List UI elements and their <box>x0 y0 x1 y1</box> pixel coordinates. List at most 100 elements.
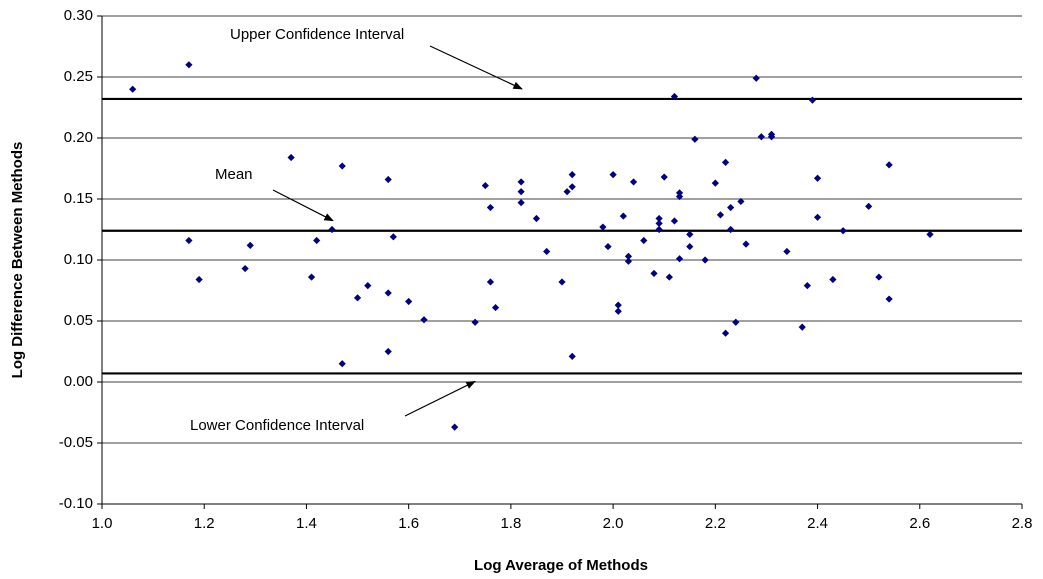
point <box>721 158 730 166</box>
point <box>471 318 479 326</box>
point <box>655 225 663 234</box>
point <box>737 197 745 206</box>
y-axis-title: Log Difference Between Methods <box>9 142 26 379</box>
annotation-arrow <box>272 189 334 222</box>
point <box>839 227 847 235</box>
point <box>491 303 500 312</box>
x-tick-label: 1.2 <box>194 515 215 532</box>
x-tick-label: 1.6 <box>398 515 419 532</box>
point <box>624 252 633 260</box>
point <box>926 230 934 238</box>
point <box>563 188 571 196</box>
point <box>486 203 495 212</box>
point <box>614 301 622 309</box>
point <box>660 173 668 181</box>
annotation: Lower Confidence Interval <box>190 417 364 434</box>
y-tick-label: 0.05 <box>64 312 93 329</box>
point <box>665 273 673 281</box>
point <box>364 282 372 290</box>
point <box>609 171 617 179</box>
point <box>307 273 316 281</box>
point <box>420 316 428 324</box>
point <box>829 275 837 284</box>
x-tick-label: 1.8 <box>500 515 521 532</box>
point <box>803 282 811 290</box>
point <box>246 241 254 249</box>
point <box>195 275 203 284</box>
point <box>568 352 576 360</box>
point <box>353 294 362 302</box>
point <box>517 178 525 186</box>
point <box>517 188 525 196</box>
point <box>691 135 699 143</box>
point <box>451 423 459 431</box>
x-tick-label: 2.0 <box>603 515 624 532</box>
point <box>384 289 392 297</box>
x-tick-label: 2.2 <box>705 515 726 532</box>
point <box>808 96 817 104</box>
point <box>727 203 735 212</box>
point <box>727 225 735 234</box>
point <box>670 92 679 101</box>
point <box>619 212 627 220</box>
point <box>614 307 622 315</box>
point <box>604 242 612 251</box>
point <box>384 175 392 184</box>
point <box>798 323 806 331</box>
point <box>742 240 750 248</box>
point <box>675 189 684 197</box>
point <box>875 273 883 281</box>
y-tick-label: 0.00 <box>64 373 93 390</box>
y-tick-label: 0.25 <box>64 68 93 85</box>
point <box>338 162 346 170</box>
x-tick-label: 2.8 <box>1012 515 1033 532</box>
point <box>783 247 791 256</box>
point <box>813 174 822 182</box>
point <box>389 233 397 241</box>
point <box>767 133 776 141</box>
point <box>313 236 321 245</box>
x-tick-label: 1.4 <box>296 515 317 532</box>
point <box>865 202 873 210</box>
point <box>568 171 576 179</box>
point <box>885 161 893 169</box>
annotation: Upper Confidence Interval <box>230 26 404 43</box>
point <box>732 318 740 326</box>
point <box>655 219 663 227</box>
point <box>185 236 193 245</box>
point <box>287 153 295 162</box>
point <box>675 192 684 201</box>
point <box>624 257 633 265</box>
annotation-arrow <box>404 380 476 417</box>
x-axis-title: Log Average of Methods <box>474 557 648 574</box>
point <box>568 183 576 191</box>
point <box>629 178 638 186</box>
y-tick-label: 0.30 <box>64 7 93 24</box>
point <box>384 347 392 356</box>
point <box>640 236 648 245</box>
x-tick-label: 2.4 <box>807 515 828 532</box>
point <box>752 74 760 82</box>
point <box>711 179 719 187</box>
point <box>481 181 489 190</box>
point <box>558 278 566 286</box>
y-tick-label: -0.10 <box>59 495 93 512</box>
point <box>486 278 495 286</box>
x-tick-label: 2.6 <box>909 515 930 532</box>
point <box>405 297 413 306</box>
point <box>701 256 709 264</box>
point <box>241 264 249 273</box>
point <box>716 211 725 219</box>
point <box>675 255 684 263</box>
point <box>686 242 694 251</box>
point <box>650 269 658 278</box>
point <box>532 214 541 223</box>
point <box>655 214 663 223</box>
point <box>670 217 679 225</box>
point <box>185 61 193 69</box>
point <box>686 230 694 238</box>
point <box>543 247 551 256</box>
point <box>338 360 346 368</box>
point <box>721 329 730 337</box>
